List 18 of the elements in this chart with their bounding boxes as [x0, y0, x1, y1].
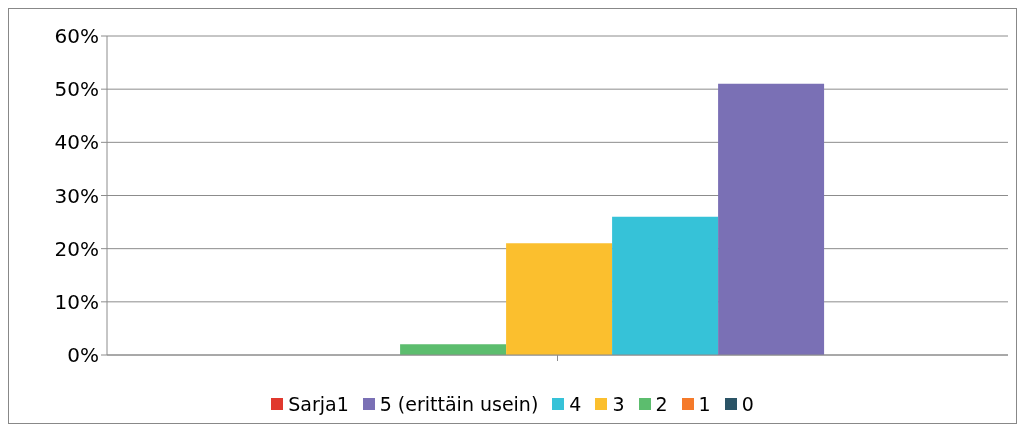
y-tick-label: 20%	[54, 236, 99, 261]
y-tick-label: 30%	[54, 183, 99, 208]
y-tick-label: 40%	[54, 130, 99, 155]
y-tick-label: 60%	[54, 24, 99, 49]
legend-label: Sarja1	[287, 393, 349, 415]
bar	[506, 243, 613, 355]
legend-label: 3	[611, 393, 625, 415]
legend-label: 1	[697, 393, 711, 415]
legend-label: 4	[568, 393, 582, 415]
y-tick-label: 0%	[67, 343, 99, 368]
bar	[400, 344, 507, 355]
bar	[718, 83, 825, 355]
y-tick-label: 10%	[54, 289, 99, 314]
y-tick-label: 50%	[54, 77, 99, 102]
legend-label: 2	[654, 393, 668, 415]
legend-label: 0	[740, 393, 754, 415]
bar	[612, 216, 719, 355]
legend-label: 5 (erittäin usein)	[378, 393, 539, 415]
